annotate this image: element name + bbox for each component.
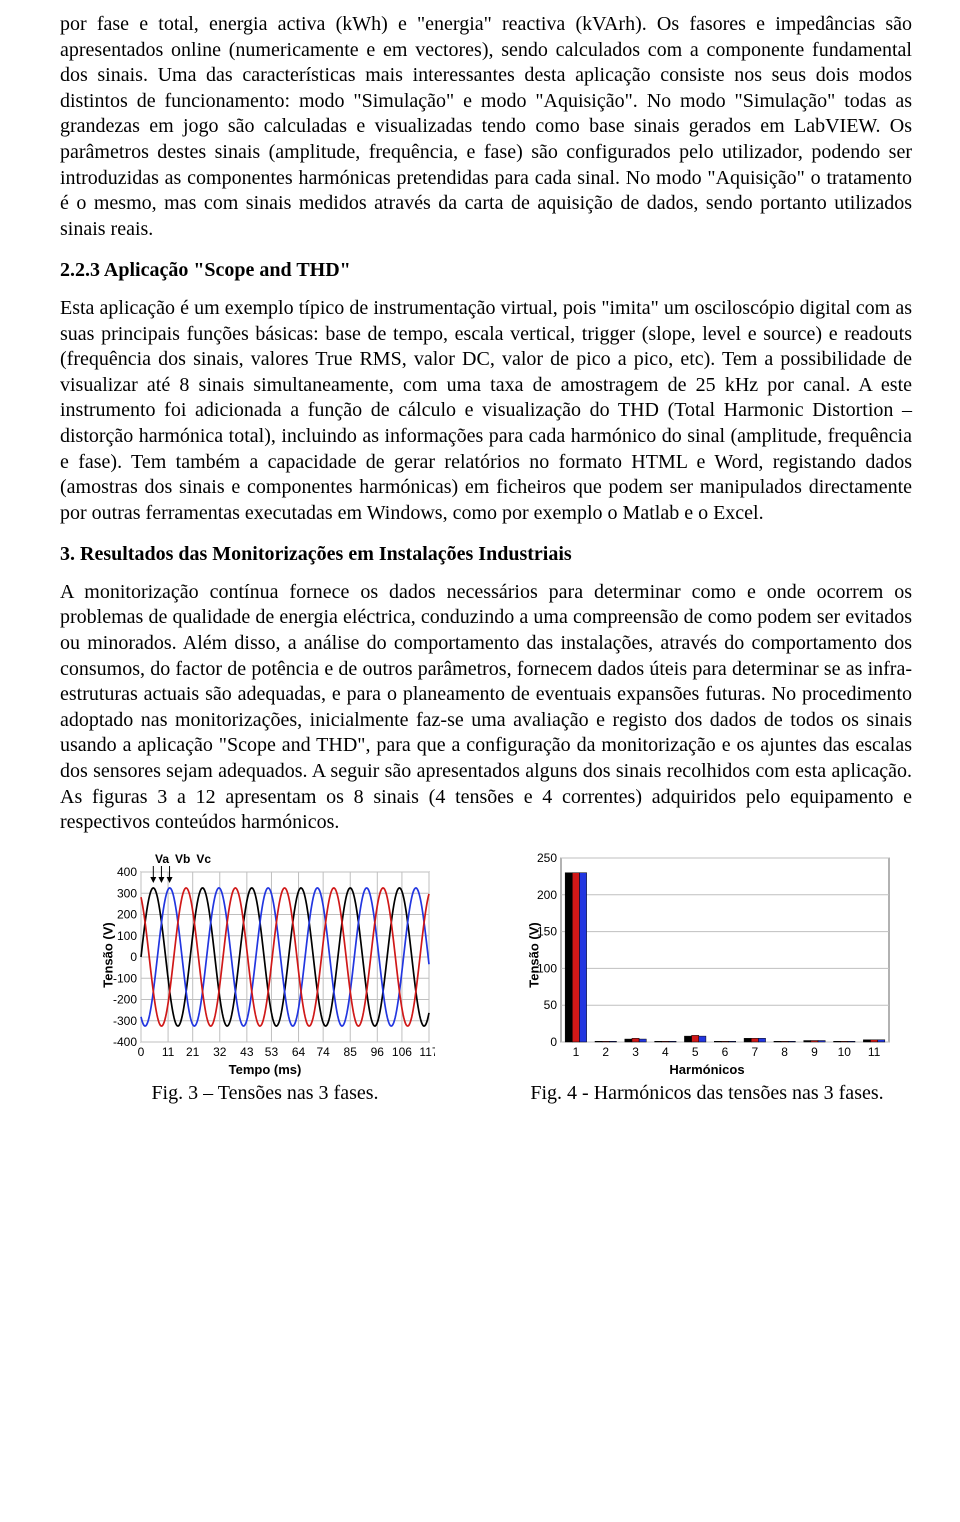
svg-text:50: 50: [544, 998, 558, 1012]
svg-text:300: 300: [117, 886, 137, 900]
svg-text:250: 250: [537, 851, 557, 865]
legend-vb: Vb: [175, 852, 190, 866]
svg-text:0: 0: [550, 1035, 557, 1049]
fig3-chart: -400 -300 -200 -100 0 100 200 300 400 0 11 21 32 43 53…: [95, 850, 435, 1060]
fig3-column: Va Vb Vc Tensão (V) -400 -300 -200 -100 0 100…: [60, 850, 470, 1107]
legend-va: Va: [155, 852, 169, 866]
fig4-ylabel: Tensão (V): [526, 922, 541, 988]
svg-text:7: 7: [751, 1045, 758, 1059]
svg-text:43: 43: [240, 1045, 254, 1059]
body-paragraph: Esta aplicação é um exemplo típico de in…: [60, 296, 912, 526]
svg-text:117: 117: [419, 1045, 435, 1059]
svg-text:64: 64: [292, 1045, 306, 1059]
svg-text:32: 32: [213, 1045, 227, 1059]
svg-text:0: 0: [138, 1045, 145, 1059]
svg-text:3: 3: [632, 1045, 639, 1059]
svg-text:-300: -300: [113, 1014, 137, 1028]
svg-text:200: 200: [117, 907, 137, 921]
svg-text:11: 11: [868, 1045, 881, 1059]
body-paragraph: A monitorização contínua fornece os dado…: [60, 580, 912, 836]
fig3-legend: Va Vb Vc: [155, 852, 211, 866]
fig4-wrapper: Tensão (V) 0501001502002501234567891011: [517, 850, 897, 1060]
svg-text:-100: -100: [113, 971, 137, 985]
heading-3: 3. Resultados das Monitorizações em Inst…: [60, 542, 912, 568]
svg-text:9: 9: [811, 1045, 818, 1059]
fig4-caption: Fig. 4 - Harmónicos das tensões nas 3 fa…: [530, 1081, 883, 1107]
charts-row: Va Vb Vc Tensão (V) -400-300-200-1000100…: [60, 850, 912, 1107]
fig4-column: Tensão (V) 0501001502002501234567891011 …: [502, 850, 912, 1107]
body-paragraph: por fase e total, energia activa (kWh) e…: [60, 12, 912, 242]
svg-text:96: 96: [371, 1045, 385, 1059]
svg-text:2: 2: [602, 1045, 609, 1059]
svg-text:11: 11: [162, 1045, 175, 1059]
svg-text:400: 400: [117, 865, 137, 879]
svg-text:85: 85: [344, 1045, 358, 1059]
svg-text:10: 10: [838, 1045, 852, 1059]
svg-text:5: 5: [692, 1045, 699, 1059]
fig3-ylabel: Tensão (V): [100, 922, 115, 988]
svg-text:-200: -200: [113, 992, 137, 1006]
svg-text:106: 106: [392, 1045, 412, 1059]
svg-text:-400: -400: [113, 1035, 137, 1049]
svg-text:100: 100: [117, 929, 137, 943]
fig3-wrapper: Va Vb Vc Tensão (V) -400 -300 -200 -100 0 100…: [95, 850, 435, 1060]
legend-vc: Vc: [196, 852, 211, 866]
svg-text:4: 4: [662, 1045, 669, 1059]
fig4-chart: 0501001502002501234567891011: [517, 850, 897, 1060]
fig3-caption: Fig. 3 – Tensões nas 3 fases.: [151, 1081, 378, 1107]
svg-text:0: 0: [130, 950, 137, 964]
svg-text:21: 21: [186, 1045, 200, 1059]
svg-text:53: 53: [265, 1045, 279, 1059]
fig3-xlabel: Tempo (ms): [229, 1062, 302, 1077]
fig4-xlabel: Harmónicos: [669, 1062, 744, 1077]
svg-text:6: 6: [722, 1045, 729, 1059]
svg-text:1: 1: [573, 1045, 580, 1059]
heading-2-2-3: 2.2.3 Aplicação "Scope and THD": [60, 258, 912, 284]
svg-text:200: 200: [537, 888, 557, 902]
svg-text:74: 74: [316, 1045, 330, 1059]
svg-text:8: 8: [781, 1045, 788, 1059]
